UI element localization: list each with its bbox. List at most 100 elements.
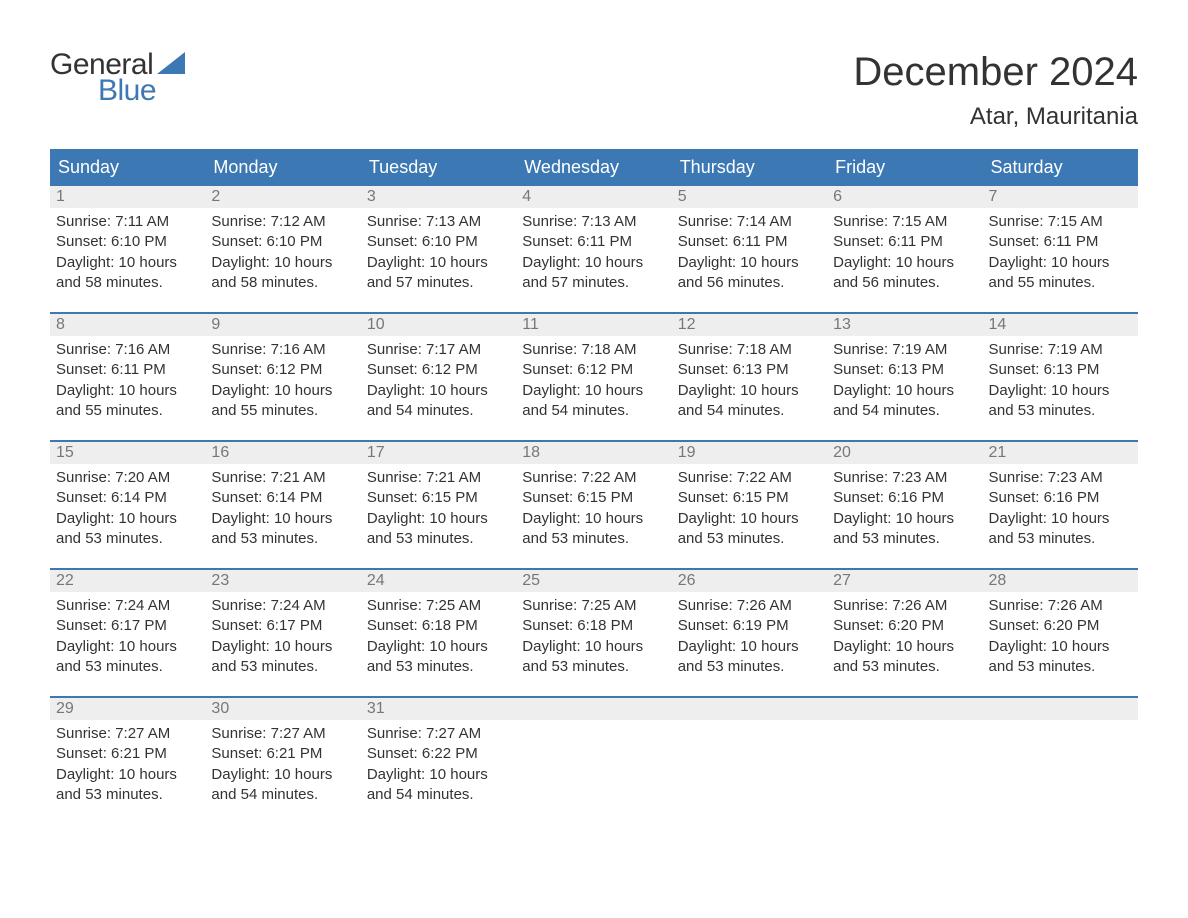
day-body: Sunrise: 7:27 AMSunset: 6:21 PMDaylight:… — [205, 720, 360, 807]
day-sunset: Sunset: 6:21 PM — [56, 744, 199, 764]
day-sunset: Sunset: 6:15 PM — [522, 488, 665, 508]
day-sunset: Sunset: 6:19 PM — [678, 616, 821, 636]
day-body: Sunrise: 7:13 AMSunset: 6:10 PMDaylight:… — [361, 208, 516, 295]
day-daylight2: and 53 minutes. — [678, 529, 821, 549]
day-sunrise: Sunrise: 7:15 AM — [833, 212, 976, 232]
day-sunset: Sunset: 6:11 PM — [989, 232, 1132, 252]
day-body: Sunrise: 7:24 AMSunset: 6:17 PMDaylight:… — [50, 592, 205, 679]
day-body: Sunrise: 7:17 AMSunset: 6:12 PMDaylight:… — [361, 336, 516, 423]
day-daylight2: and 56 minutes. — [678, 273, 821, 293]
calendar-grid: Sunday Monday Tuesday Wednesday Thursday… — [50, 149, 1138, 824]
day-daylight2: and 53 minutes. — [522, 657, 665, 677]
day-sunrise: Sunrise: 7:18 AM — [678, 340, 821, 360]
weekday-thursday: Thursday — [672, 151, 827, 184]
day-cell: 29Sunrise: 7:27 AMSunset: 6:21 PMDayligh… — [50, 698, 205, 824]
day-sunrise: Sunrise: 7:27 AM — [56, 724, 199, 744]
day-daylight2: and 53 minutes. — [833, 529, 976, 549]
title-block: December 2024 Atar, Mauritania — [853, 50, 1138, 131]
day-sunset: Sunset: 6:11 PM — [833, 232, 976, 252]
day-daylight1: Daylight: 10 hours — [522, 253, 665, 273]
day-sunrise: Sunrise: 7:14 AM — [678, 212, 821, 232]
day-sunrise: Sunrise: 7:18 AM — [522, 340, 665, 360]
day-daylight2: and 53 minutes. — [211, 657, 354, 677]
day-daylight2: and 58 minutes. — [56, 273, 199, 293]
day-cell — [827, 698, 982, 824]
day-daylight1: Daylight: 10 hours — [678, 381, 821, 401]
day-body: Sunrise: 7:16 AMSunset: 6:12 PMDaylight:… — [205, 336, 360, 423]
weekday-saturday: Saturday — [983, 151, 1138, 184]
week-row: 22Sunrise: 7:24 AMSunset: 6:17 PMDayligh… — [50, 568, 1138, 696]
day-sunrise: Sunrise: 7:16 AM — [56, 340, 199, 360]
day-daylight1: Daylight: 10 hours — [833, 381, 976, 401]
day-daylight1: Daylight: 10 hours — [833, 637, 976, 657]
weekday-friday: Friday — [827, 151, 982, 184]
day-sunrise: Sunrise: 7:23 AM — [833, 468, 976, 488]
day-cell: 25Sunrise: 7:25 AMSunset: 6:18 PMDayligh… — [516, 570, 671, 696]
day-body: Sunrise: 7:14 AMSunset: 6:11 PMDaylight:… — [672, 208, 827, 295]
day-sunset: Sunset: 6:12 PM — [367, 360, 510, 380]
week-row: 1Sunrise: 7:11 AMSunset: 6:10 PMDaylight… — [50, 184, 1138, 312]
day-number: 14 — [983, 314, 1138, 336]
day-number: 1 — [50, 186, 205, 208]
day-daylight2: and 54 minutes. — [678, 401, 821, 421]
day-cell: 1Sunrise: 7:11 AMSunset: 6:10 PMDaylight… — [50, 186, 205, 312]
day-number: 9 — [205, 314, 360, 336]
day-cell — [672, 698, 827, 824]
day-body: Sunrise: 7:26 AMSunset: 6:19 PMDaylight:… — [672, 592, 827, 679]
day-cell: 22Sunrise: 7:24 AMSunset: 6:17 PMDayligh… — [50, 570, 205, 696]
day-sunset: Sunset: 6:11 PM — [678, 232, 821, 252]
day-number-empty — [983, 698, 1138, 720]
day-body: Sunrise: 7:19 AMSunset: 6:13 PMDaylight:… — [983, 336, 1138, 423]
day-sunset: Sunset: 6:11 PM — [522, 232, 665, 252]
day-body: Sunrise: 7:13 AMSunset: 6:11 PMDaylight:… — [516, 208, 671, 295]
week-row: 8Sunrise: 7:16 AMSunset: 6:11 PMDaylight… — [50, 312, 1138, 440]
day-body: Sunrise: 7:26 AMSunset: 6:20 PMDaylight:… — [983, 592, 1138, 679]
day-number-empty — [672, 698, 827, 720]
day-sunrise: Sunrise: 7:20 AM — [56, 468, 199, 488]
day-daylight2: and 57 minutes. — [367, 273, 510, 293]
day-cell — [983, 698, 1138, 824]
day-number: 3 — [361, 186, 516, 208]
day-body: Sunrise: 7:21 AMSunset: 6:15 PMDaylight:… — [361, 464, 516, 551]
day-body: Sunrise: 7:27 AMSunset: 6:22 PMDaylight:… — [361, 720, 516, 807]
day-sunset: Sunset: 6:10 PM — [367, 232, 510, 252]
day-sunset: Sunset: 6:10 PM — [56, 232, 199, 252]
day-cell: 3Sunrise: 7:13 AMSunset: 6:10 PMDaylight… — [361, 186, 516, 312]
day-number: 12 — [672, 314, 827, 336]
day-sunset: Sunset: 6:20 PM — [989, 616, 1132, 636]
day-number: 31 — [361, 698, 516, 720]
day-cell: 2Sunrise: 7:12 AMSunset: 6:10 PMDaylight… — [205, 186, 360, 312]
day-body: Sunrise: 7:27 AMSunset: 6:21 PMDaylight:… — [50, 720, 205, 807]
day-sunrise: Sunrise: 7:13 AM — [367, 212, 510, 232]
day-sunrise: Sunrise: 7:25 AM — [522, 596, 665, 616]
day-number: 5 — [672, 186, 827, 208]
day-number: 18 — [516, 442, 671, 464]
day-number: 21 — [983, 442, 1138, 464]
day-number: 23 — [205, 570, 360, 592]
day-daylight1: Daylight: 10 hours — [678, 637, 821, 657]
day-sunrise: Sunrise: 7:26 AM — [989, 596, 1132, 616]
logo-sail-icon — [157, 52, 185, 74]
day-daylight1: Daylight: 10 hours — [678, 253, 821, 273]
day-cell: 8Sunrise: 7:16 AMSunset: 6:11 PMDaylight… — [50, 314, 205, 440]
day-cell: 27Sunrise: 7:26 AMSunset: 6:20 PMDayligh… — [827, 570, 982, 696]
day-number: 2 — [205, 186, 360, 208]
day-daylight2: and 53 minutes. — [989, 529, 1132, 549]
day-sunrise: Sunrise: 7:19 AM — [833, 340, 976, 360]
day-daylight2: and 55 minutes. — [989, 273, 1132, 293]
day-daylight2: and 53 minutes. — [56, 657, 199, 677]
day-daylight1: Daylight: 10 hours — [833, 253, 976, 273]
day-body: Sunrise: 7:25 AMSunset: 6:18 PMDaylight:… — [361, 592, 516, 679]
day-sunrise: Sunrise: 7:25 AM — [367, 596, 510, 616]
day-number: 20 — [827, 442, 982, 464]
day-sunset: Sunset: 6:15 PM — [678, 488, 821, 508]
month-title: December 2024 — [853, 50, 1138, 95]
weekday-tuesday: Tuesday — [361, 151, 516, 184]
day-body: Sunrise: 7:15 AMSunset: 6:11 PMDaylight:… — [827, 208, 982, 295]
day-daylight2: and 53 minutes. — [522, 529, 665, 549]
day-daylight1: Daylight: 10 hours — [989, 637, 1132, 657]
day-daylight2: and 53 minutes. — [367, 529, 510, 549]
day-body: Sunrise: 7:16 AMSunset: 6:11 PMDaylight:… — [50, 336, 205, 423]
day-number: 10 — [361, 314, 516, 336]
day-sunset: Sunset: 6:15 PM — [367, 488, 510, 508]
